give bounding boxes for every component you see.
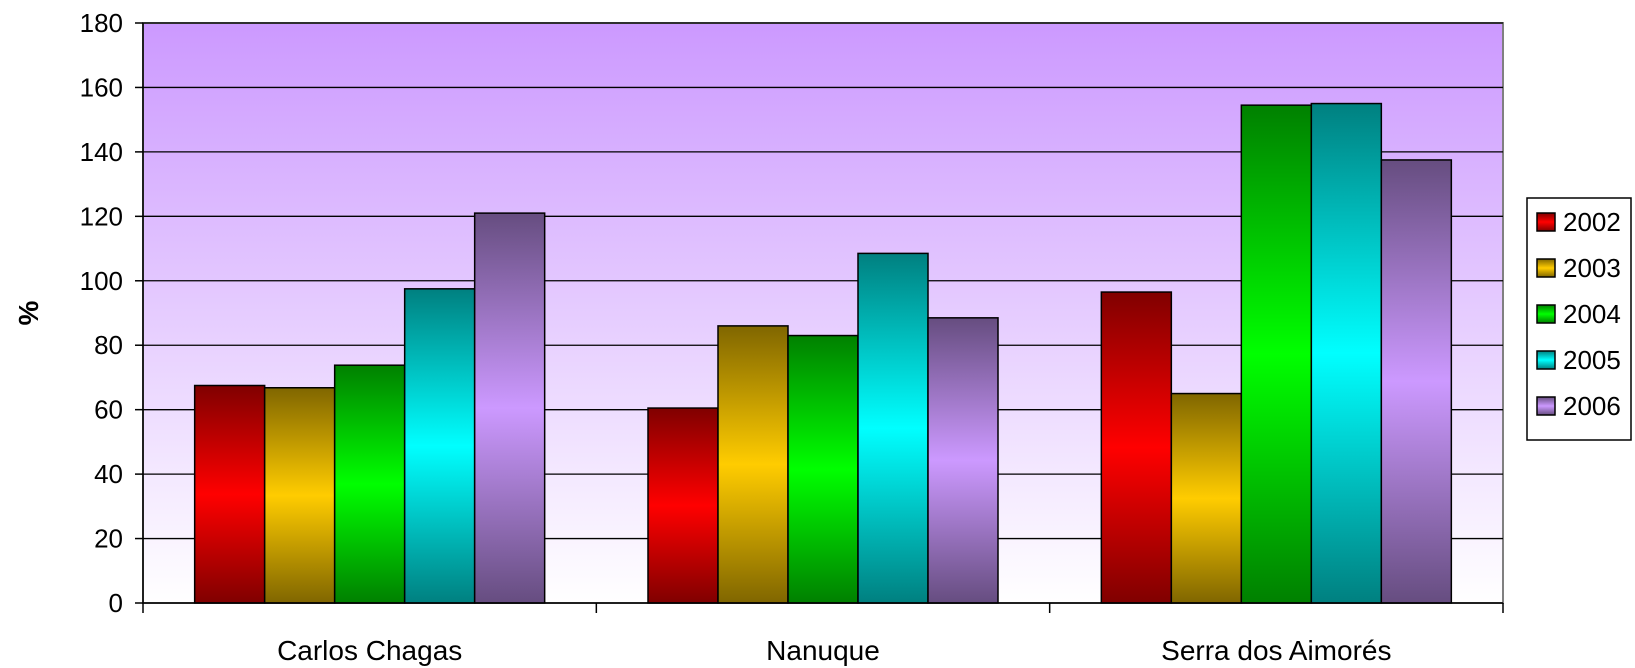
bar-2004-1 [787, 334, 859, 604]
bar-2005-2 [1310, 102, 1383, 604]
y-tick-label: 140 [80, 137, 123, 167]
bar-2003-1 [717, 325, 789, 604]
x-tick-label: Serra dos Aimorés [1161, 635, 1391, 666]
legend-label: 2004 [1563, 299, 1621, 329]
x-tick-labels: Carlos Chagas Nanuque Serra dos Aimorés [277, 635, 1391, 666]
x-tick-label: Nanuque [766, 635, 880, 666]
bar-2004-0 [333, 364, 406, 604]
bars [193, 102, 1453, 604]
bar-2005-1 [857, 252, 929, 604]
bar-2002-2 [1100, 291, 1173, 604]
y-tick-label: 80 [94, 330, 123, 360]
legend-label: 2006 [1563, 391, 1621, 421]
x-tick-label: Carlos Chagas [277, 635, 462, 666]
y-tick-label: 40 [94, 459, 123, 489]
y-axis-label: % [13, 300, 44, 325]
legend-label: 2002 [1563, 207, 1621, 237]
axes [135, 22, 1504, 613]
bar-2003-0 [263, 387, 336, 604]
legend: 2002 2003 2004 2005 2006 [1526, 197, 1632, 441]
y-tick-label: 0 [109, 588, 123, 618]
legend-label: 2003 [1563, 253, 1621, 283]
bar-2006-2 [1380, 159, 1453, 604]
y-tick-label: 160 [80, 72, 123, 102]
legend-label: 2005 [1563, 345, 1621, 375]
y-tick-label: 60 [94, 395, 123, 425]
y-tick-label: 20 [94, 524, 123, 554]
bar-2002-0 [193, 384, 266, 604]
bar-2005-0 [403, 288, 476, 604]
y-tick-label: 100 [80, 266, 123, 296]
bar-2002-1 [647, 407, 719, 604]
bar-2003-2 [1170, 392, 1243, 604]
legend-swatch-2002 [1536, 212, 1556, 232]
bar-2006-0 [473, 212, 546, 604]
bar-2004-2 [1240, 104, 1313, 604]
y-tick-labels: 0 20 40 60 80 100 120 140 160 180 [80, 8, 123, 618]
y-tick-label: 120 [80, 201, 123, 231]
legend-swatch-2003 [1536, 258, 1556, 278]
bar-2006-1 [927, 317, 999, 604]
legend-swatch-2005 [1536, 350, 1556, 370]
legend-swatch-2004 [1536, 304, 1556, 324]
legend-swatch-2006 [1536, 396, 1556, 416]
y-tick-label: 180 [80, 8, 123, 38]
